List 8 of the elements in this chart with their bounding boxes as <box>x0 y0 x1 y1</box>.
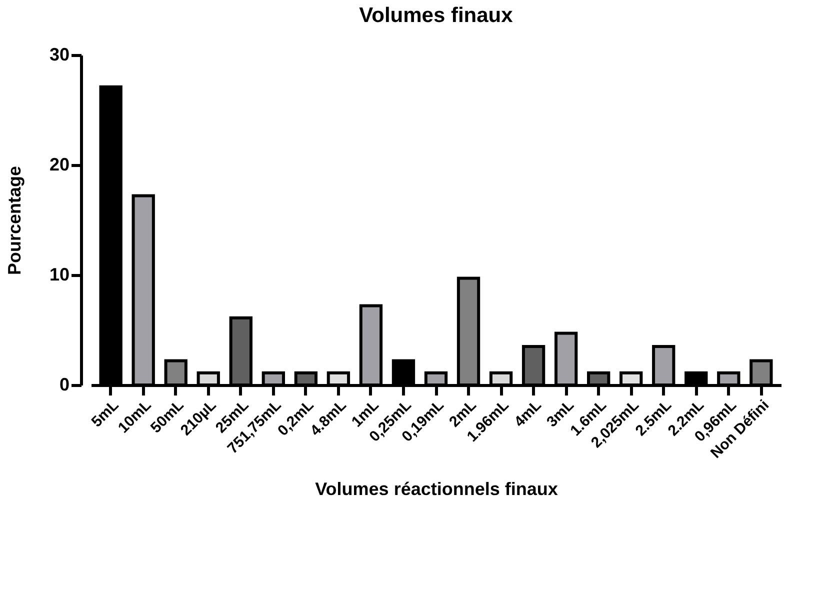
y-tick-label: 20 <box>49 154 70 174</box>
y-tick-label: 10 <box>49 264 70 284</box>
x-axis-title: Volumes réactionnels finaux <box>315 479 558 500</box>
y-tick-label: 0 <box>59 374 70 394</box>
chart-title: Volumes finaux <box>359 4 514 27</box>
x-tick-label: 4mL <box>511 396 545 431</box>
y-tick-label: 30 <box>49 44 70 64</box>
y-axis-title: Pourcentage <box>4 166 24 276</box>
